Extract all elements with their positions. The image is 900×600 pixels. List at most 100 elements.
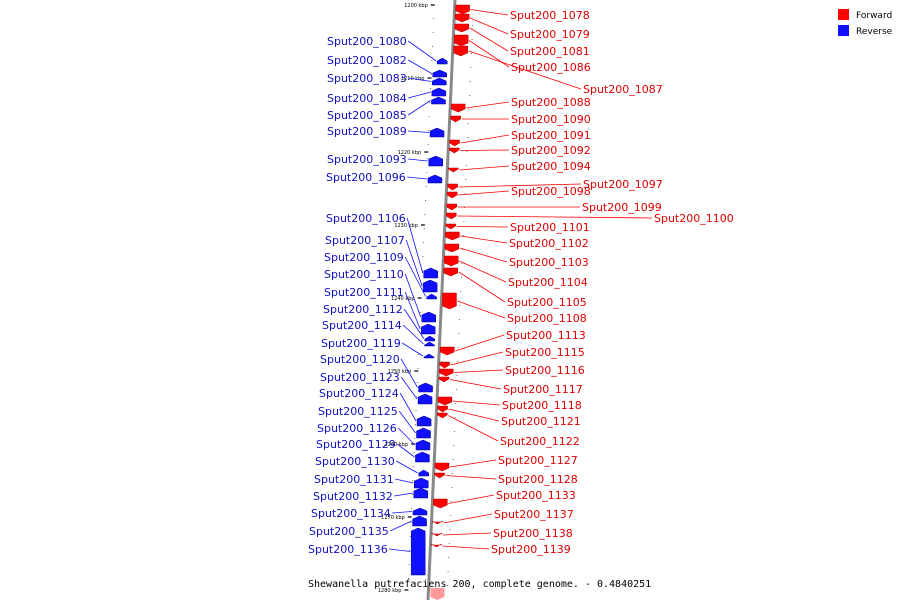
- gene-forward-sput200-1079[interactable]: [454, 13, 470, 23]
- gene-reverse-sput200-1119[interactable]: [423, 353, 435, 359]
- gene-forward-sput200-1113[interactable]: [439, 346, 455, 356]
- gene-forward-sput200-1139[interactable]: [431, 543, 442, 548]
- gene-label-sput200-1128[interactable]: Sput200_1128: [498, 473, 578, 486]
- gene-label-sput200-1105[interactable]: Sput200_1105: [507, 296, 587, 309]
- gene-label-sput200-1080[interactable]: Sput200_1080: [327, 35, 407, 48]
- gene-reverse-sput200-1109[interactable]: [426, 293, 437, 300]
- gene-forward-sput200-1078[interactable]: [455, 4, 470, 15]
- gene-label-sput200-1102[interactable]: Sput200_1102: [509, 237, 589, 250]
- gene-reverse-sput200-1129[interactable]: [415, 451, 430, 463]
- gene-label-sput200-1094[interactable]: Sput200_1094: [511, 160, 591, 173]
- gene-label-sput200-1111[interactable]: Sput200_1111: [324, 286, 404, 299]
- gene-reverse-sput200-1093[interactable]: [428, 155, 444, 167]
- gene-label-sput200-1081[interactable]: Sput200_1081: [510, 45, 590, 58]
- gene-forward-sput200-1090[interactable]: [450, 115, 461, 123]
- gene-forward-sput200-1088[interactable]: [450, 103, 466, 113]
- gene-reverse-sput200-1126[interactable]: [415, 439, 431, 451]
- gene-label-sput200-1079[interactable]: Sput200_1079: [510, 28, 590, 41]
- gene-reverse-sput200-1125[interactable]: [416, 427, 431, 439]
- gene-forward-sput200-1094[interactable]: [448, 167, 459, 173]
- gene-label-sput200-1091[interactable]: Sput200_1091: [511, 129, 591, 142]
- gene-forward-sput200-1097[interactable]: [447, 183, 458, 191]
- gene-reverse-sput200-1089[interactable]: [429, 127, 445, 138]
- gene-label-sput200-1129[interactable]: Sput200_1129: [316, 438, 396, 451]
- gene-forward-sput200-1102[interactable]: [445, 231, 460, 241]
- gene-label-sput200-1124[interactable]: Sput200_1124: [319, 387, 399, 400]
- gene-forward-sput200-1115[interactable]: [439, 361, 450, 369]
- gene-forward-sput200-1117[interactable]: [438, 376, 450, 383]
- gene-label-sput200-1137[interactable]: Sput200_1137: [494, 508, 574, 521]
- gene-forward-sput200-1116[interactable]: [438, 368, 454, 377]
- gene-label-sput200-1118[interactable]: Sput200_1118: [502, 399, 582, 412]
- gene-reverse-sput200-1084[interactable]: [431, 87, 447, 97]
- gene-label-sput200-1115[interactable]: Sput200_1115: [505, 346, 585, 359]
- gene-label-sput200-1078[interactable]: Sput200_1078: [510, 9, 590, 22]
- gene-label-sput200-1135[interactable]: Sput200_1135: [309, 525, 389, 538]
- gene-reverse-sput200-1135[interactable]: [412, 515, 427, 527]
- gene-label-sput200-1109[interactable]: Sput200_1109: [324, 251, 404, 264]
- gene-label-sput200-1107[interactable]: Sput200_1107: [325, 234, 405, 247]
- gene-label-sput200-1130[interactable]: Sput200_1130: [315, 455, 395, 468]
- gene-forward-sput200-1118[interactable]: [437, 396, 453, 406]
- gene-label-sput200-1097[interactable]: Sput200_1097: [583, 178, 663, 191]
- gene-label-sput200-1114[interactable]: Sput200_1114: [322, 319, 402, 332]
- gene-label-sput200-1101[interactable]: Sput200_1101: [510, 221, 590, 234]
- gene-reverse-sput200-1106[interactable]: [423, 267, 438, 279]
- gene-label-sput200-1082[interactable]: Sput200_1082: [327, 54, 407, 67]
- gene-reverse-sput200-1123[interactable]: [417, 393, 433, 405]
- gene-label-sput200-1093[interactable]: Sput200_1093: [327, 153, 407, 166]
- gene-forward-sput200-1098[interactable]: [446, 191, 458, 199]
- gene-forward-sput200-1138[interactable]: [431, 532, 443, 537]
- gene-label-sput200-1088[interactable]: Sput200_1088: [511, 96, 591, 109]
- gene-label-sput200-1098[interactable]: Sput200_1098: [511, 185, 591, 198]
- gene-label-sput200-1110[interactable]: Sput200_1110: [324, 268, 404, 281]
- gene-forward-sput200-1081[interactable]: [454, 23, 469, 33]
- gene-label-sput200-1112[interactable]: Sput200_1112: [323, 303, 403, 316]
- gene-forward-sput200-1087[interactable]: [453, 45, 468, 57]
- gene-label-sput200-1134[interactable]: Sput200_1134: [311, 507, 391, 520]
- gene-label-sput200-1089[interactable]: Sput200_1089: [327, 125, 407, 138]
- gene-forward-sput200-1104[interactable]: [444, 255, 459, 267]
- gene-forward-sput200-1100[interactable]: [446, 212, 457, 220]
- gene-reverse-sput200-1124[interactable]: [416, 415, 432, 427]
- gene-forward-sput200-1108[interactable]: [442, 292, 457, 310]
- gene-forward-sput200-1101[interactable]: [445, 223, 457, 230]
- gene-label-sput200-1125[interactable]: Sput200_1125: [318, 405, 398, 418]
- gene-label-sput200-1136[interactable]: Sput200_1136: [308, 543, 388, 556]
- gene-label-sput200-1139[interactable]: Sput200_1139: [491, 543, 571, 556]
- gene-label-sput200-1086[interactable]: Sput200_1086: [511, 61, 591, 74]
- gene-label-sput200-1131[interactable]: Sput200_1131: [314, 473, 394, 486]
- gene-label-sput200-1138[interactable]: Sput200_1138: [493, 527, 573, 540]
- gene-label-sput200-1117[interactable]: Sput200_1117: [503, 383, 583, 396]
- gene-label-sput200-1127[interactable]: Sput200_1127: [498, 454, 578, 467]
- gene-label-sput200-1123[interactable]: Sput200_1123: [320, 371, 400, 384]
- gene-label-sput200-1121[interactable]: Sput200_1121: [501, 415, 581, 428]
- gene-label-sput200-1122[interactable]: Sput200_1122: [500, 435, 580, 448]
- gene-reverse-sput200-1134[interactable]: [412, 507, 428, 516]
- gene-label-sput200-1090[interactable]: Sput200_1090: [511, 113, 591, 126]
- gene-forward-sput200-1128[interactable]: [434, 472, 445, 479]
- gene-label-sput200-1126[interactable]: Sput200_1126: [317, 422, 397, 435]
- gene-reverse-sput200-1096[interactable]: [427, 174, 443, 184]
- gene-label-sput200-1100[interactable]: Sput200_1100: [654, 212, 734, 225]
- gene-label-sput200-1106[interactable]: Sput200_1106: [326, 212, 406, 225]
- gene-forward-sput200-1127[interactable]: [434, 462, 450, 472]
- gene-reverse-sput200-1112[interactable]: [424, 335, 436, 342]
- gene-reverse-sput200-1110[interactable]: [421, 311, 436, 323]
- gene-forward-sput200-1122[interactable]: [437, 412, 448, 419]
- gene-label-sput200-1104[interactable]: Sput200_1104: [508, 276, 588, 289]
- gene-label-sput200-1103[interactable]: Sput200_1103: [509, 256, 589, 269]
- gene-label-sput200-1113[interactable]: Sput200_1113: [506, 329, 586, 342]
- gene-label-sput200-1085[interactable]: Sput200_1085: [327, 109, 407, 122]
- gene-label-sput200-1096[interactable]: Sput200_1096: [326, 171, 406, 184]
- gene-forward-sput200-1103[interactable]: [444, 243, 460, 253]
- gene-label-sput200-1116[interactable]: Sput200_1116: [505, 364, 585, 377]
- gene-label-sput200-1120[interactable]: Sput200_1120: [320, 353, 400, 366]
- gene-reverse-sput200-1131[interactable]: [414, 477, 429, 489]
- gene-reverse-sput200-1082[interactable]: [432, 69, 447, 78]
- gene-reverse-sput200-1114[interactable]: [424, 341, 435, 347]
- gene-reverse-sput200-1085[interactable]: [431, 96, 446, 105]
- gene-forward-sput200-1105[interactable]: [443, 267, 459, 277]
- gene-forward-sput200-1091[interactable]: [449, 139, 460, 147]
- gene-reverse-sput200-1132[interactable]: [413, 487, 429, 499]
